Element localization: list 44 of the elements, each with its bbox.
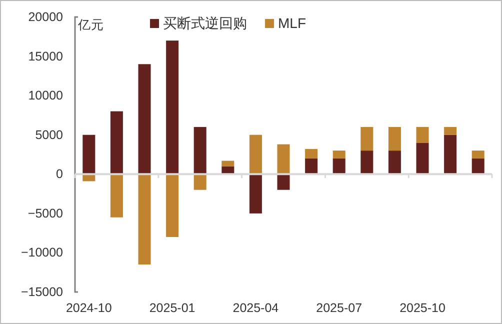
bar — [138, 174, 151, 264]
bar — [444, 127, 457, 135]
bar — [332, 158, 346, 174]
bar — [305, 149, 318, 158]
x-tick-label: 2025-01 — [149, 301, 196, 315]
bar — [110, 111, 123, 174]
y-tick-label: 10000 — [28, 88, 64, 103]
bar — [388, 150, 401, 174]
y-axis-title: 亿元 — [77, 18, 104, 32]
bar — [249, 134, 262, 174]
y-tick-label: 0 — [56, 167, 64, 182]
bar — [472, 150, 484, 158]
y-tick-label: 20000 — [28, 10, 64, 24]
bar — [110, 174, 123, 218]
bar — [360, 127, 374, 151]
x-tick-label: 2025-07 — [316, 301, 362, 315]
x-tick-label: 2025-10 — [400, 301, 446, 315]
bar — [305, 158, 318, 174]
bar — [416, 142, 429, 174]
legend-label: MLF — [278, 15, 306, 31]
x-tick-label: 2024-10 — [66, 301, 112, 315]
bar — [166, 174, 179, 237]
bar — [332, 150, 346, 158]
bar — [222, 160, 234, 166]
bar — [82, 134, 96, 174]
x-tick-label: 2025-04 — [232, 301, 279, 315]
bar — [194, 174, 206, 190]
bar — [249, 174, 262, 214]
y-tick-label: −10000 — [20, 246, 64, 260]
bar — [360, 150, 374, 174]
y-tick-label: −15000 — [20, 285, 64, 299]
bar — [166, 40, 179, 174]
legend-label: 买断式逆回购 — [163, 15, 247, 31]
bar — [388, 127, 401, 151]
bar — [194, 127, 206, 174]
bar — [138, 64, 151, 174]
y-tick-label: 5000 — [35, 128, 64, 142]
y-tick-label: −5000 — [28, 206, 64, 220]
bar — [277, 174, 290, 190]
y-tick-label: 15000 — [28, 49, 64, 64]
bar — [472, 158, 484, 174]
bar — [277, 144, 290, 174]
bar — [444, 134, 457, 174]
bar — [416, 127, 429, 143]
